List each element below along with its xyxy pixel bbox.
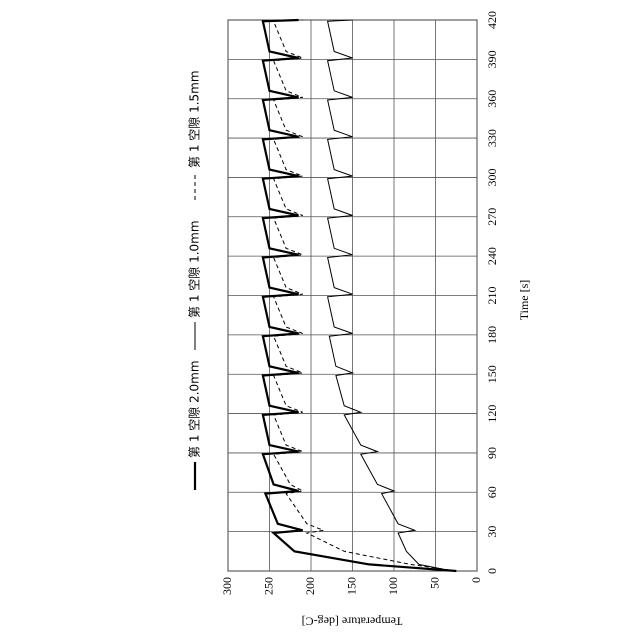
legend-label: 第 1 空隙 2.0mm (188, 360, 202, 458)
rotated-chart: Time [s] Temperature [deg-C] 0 30 60 90 120 1… (188, 11, 531, 628)
legend-label: 第 1 空隙 1.5mm (188, 70, 202, 168)
y-tick-label: 300 (220, 577, 234, 595)
y-axis-label: Temperature [deg-C] (302, 614, 403, 628)
x-tick-label: 330 (485, 129, 499, 147)
x-tick-label: 120 (485, 405, 499, 423)
x-tick-label: 360 (485, 90, 499, 108)
x-tick-label: 270 (485, 208, 499, 226)
x-tick-label: 30 (485, 526, 499, 538)
x-tick-label: 150 (485, 365, 499, 383)
x-tick-label: 420 (485, 11, 499, 29)
y-tick-label: 0 (469, 577, 483, 583)
y-tick-label: 250 (261, 577, 275, 595)
x-tick-label: 210 (485, 287, 499, 305)
chart: Time [s] Temperature [deg-C] 0 30 60 90 120 1… (0, 0, 640, 640)
y-tick-label: 50 (427, 577, 441, 589)
x-tick-label: 390 (485, 50, 499, 68)
y-tick-label: 150 (344, 577, 358, 595)
x-tick-label: 60 (485, 486, 499, 498)
x-tick-label: 240 (485, 247, 499, 265)
legend-label: 第 1 空隙 1.0mm (188, 220, 202, 318)
x-tick-label: 0 (485, 568, 499, 574)
y-tick-label: 200 (303, 577, 317, 595)
x-tick-label: 300 (485, 168, 499, 186)
x-tick-label: 180 (485, 326, 499, 344)
x-axis-label: Time [s] (517, 280, 531, 321)
y-tick-label: 100 (386, 577, 400, 595)
x-tick-label: 90 (485, 447, 499, 459)
